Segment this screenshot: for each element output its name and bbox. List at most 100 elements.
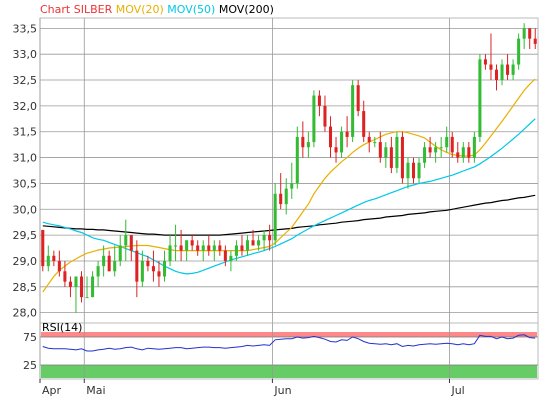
mov20-series	[42, 78, 536, 293]
y-tick-label: 28,5	[13, 281, 38, 294]
candle	[113, 245, 117, 277]
candle-body	[345, 131, 349, 137]
candle	[417, 157, 421, 184]
candle-body	[251, 240, 255, 246]
candle-body	[234, 245, 238, 256]
candle-body	[295, 136, 299, 184]
candle	[478, 54, 482, 143]
candle-body	[284, 188, 288, 205]
x-axis: Apr Mai Jun Jul	[39, 379, 465, 397]
candle-body	[417, 162, 421, 179]
candle-body	[489, 64, 493, 70]
candle-body	[124, 235, 128, 246]
rsi-title: RSI(14)	[42, 321, 82, 334]
candlesticks	[41, 23, 537, 313]
candle	[317, 90, 321, 117]
candle	[312, 90, 316, 148]
mov200-series	[42, 194, 536, 236]
candle-body	[273, 193, 277, 241]
candle	[500, 59, 504, 86]
candle-body	[146, 260, 150, 267]
y-tick-label: 30,0	[13, 203, 38, 216]
candle-body	[140, 260, 144, 282]
y-tick-label: 29,0	[13, 255, 38, 268]
candle	[400, 131, 404, 184]
candle	[63, 260, 67, 287]
candle	[41, 229, 45, 272]
candle-body	[279, 193, 283, 205]
candle	[456, 142, 460, 163]
candle	[251, 229, 255, 246]
candle-body	[306, 142, 310, 148]
candle-body	[185, 240, 189, 251]
candle-body	[135, 250, 139, 282]
candle-body	[174, 245, 178, 247]
candle-body	[461, 147, 465, 158]
candle-body	[190, 240, 194, 246]
candle-body	[483, 59, 487, 65]
x-tick-label: Apr	[42, 384, 62, 397]
candle	[257, 235, 261, 251]
x-tick-label: Jun	[273, 384, 291, 397]
legend-entry: MOV(200)	[219, 3, 274, 16]
candle	[162, 250, 167, 282]
candle	[218, 240, 222, 256]
candle	[511, 59, 515, 81]
candle	[306, 131, 310, 158]
candle-body	[312, 95, 316, 143]
candle-body	[46, 255, 50, 267]
candle-body	[245, 240, 250, 251]
candle	[279, 173, 283, 210]
candle	[328, 116, 333, 158]
y-tick-label: 32,0	[13, 100, 38, 113]
candle	[240, 235, 244, 256]
candle-body	[212, 245, 216, 251]
candle-body	[423, 147, 427, 163]
candle-body	[129, 235, 133, 251]
candle-body	[218, 245, 222, 251]
candle	[290, 162, 294, 199]
candle	[395, 131, 399, 174]
candle-body	[517, 38, 521, 65]
candle	[68, 276, 72, 298]
candle-body	[478, 59, 482, 137]
candle	[384, 142, 388, 168]
candle	[107, 250, 111, 272]
candle-body	[472, 136, 476, 158]
candle	[57, 250, 61, 277]
candle-body	[456, 152, 460, 158]
main-plot-background	[39, 17, 539, 324]
candle-body	[445, 136, 449, 148]
chart-legend: Chart SILBER MOV(20) MOV(50) MOV(200)	[40, 3, 274, 16]
candle	[245, 235, 250, 256]
candle-body	[494, 69, 499, 81]
candle-body	[373, 142, 377, 144]
candle-body	[229, 255, 233, 261]
candle-body	[450, 136, 454, 153]
candle-body	[179, 245, 183, 251]
candle	[52, 250, 56, 267]
candle-body	[323, 105, 327, 127]
candle-body	[340, 131, 344, 153]
candle	[284, 178, 288, 215]
candle-body	[428, 147, 432, 153]
candle-body	[63, 271, 67, 282]
candle	[201, 240, 205, 261]
candle-body	[262, 235, 266, 241]
x-tick-label: Mai	[86, 384, 105, 397]
candle-body	[107, 255, 111, 272]
candle-body	[240, 245, 244, 251]
candle-body	[79, 276, 84, 298]
candle-body	[196, 245, 200, 251]
x-tick-label: Jul	[450, 384, 464, 397]
candle	[506, 54, 510, 81]
candle	[461, 142, 465, 163]
candle-body	[201, 245, 205, 251]
candle-body	[207, 245, 211, 251]
rsi-y-tick-label: 75	[23, 331, 37, 344]
candle	[74, 276, 78, 313]
candle	[196, 240, 200, 256]
candle	[124, 219, 128, 261]
candle	[46, 245, 50, 272]
candle-body	[41, 229, 45, 267]
